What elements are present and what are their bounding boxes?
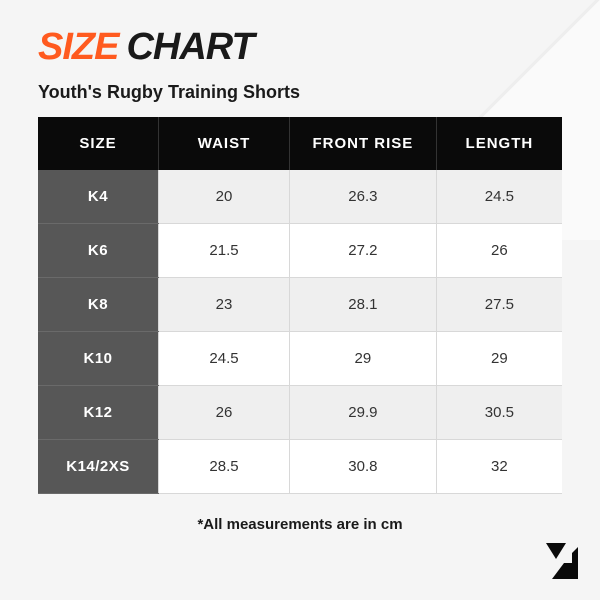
cell-length: 32 [436,440,562,494]
cell-rise: 26.3 [290,170,437,224]
table-row: K10 24.5 29 29 [38,332,562,386]
cell-length: 30.5 [436,386,562,440]
table-row: K6 21.5 27.2 26 [38,224,562,278]
cell-rise: 27.2 [290,224,437,278]
col-header-waist: WAIST [159,117,290,170]
size-chart-container: SIZECHART Youth's Rugby Training Shorts … [0,0,600,533]
cell-size: K6 [38,224,159,278]
cell-length: 29 [436,332,562,386]
table-row: K4 20 26.3 24.5 [38,170,562,224]
title-word-size: SIZE [38,26,118,68]
col-header-length: LENGTH [436,117,562,170]
cell-waist: 28.5 [159,440,290,494]
cell-size: K10 [38,332,159,386]
cell-size: K14/2XS [38,440,159,494]
cell-size: K12 [38,386,159,440]
cell-rise: 29.9 [290,386,437,440]
table-header-row: SIZE WAIST FRONT RISE LENGTH [38,117,562,170]
cell-rise: 30.8 [290,440,437,494]
cell-waist: 23 [159,278,290,332]
cell-rise: 29 [290,332,437,386]
title-word-chart: CHART [126,26,253,68]
col-header-size: SIZE [38,117,159,170]
table-row: K8 23 28.1 27.5 [38,278,562,332]
cell-length: 24.5 [436,170,562,224]
table-row: K12 26 29.9 30.5 [38,386,562,440]
size-table: SIZE WAIST FRONT RISE LENGTH K4 20 26.3 … [38,117,562,494]
product-name: Youth's Rugby Training Shorts [38,82,562,103]
cell-waist: 21.5 [159,224,290,278]
cell-waist: 24.5 [159,332,290,386]
cell-size: K8 [38,278,159,332]
table-row: K14/2XS 28.5 30.8 32 [38,440,562,494]
measurement-note: *All measurements are in cm [38,516,562,533]
col-header-frontrise: FRONT RISE [290,117,437,170]
cell-waist: 20 [159,170,290,224]
cell-rise: 28.1 [290,278,437,332]
cell-size: K4 [38,170,159,224]
cell-length: 27.5 [436,278,562,332]
page-title: SIZECHART [38,28,562,66]
cell-waist: 26 [159,386,290,440]
brand-logo-icon [542,541,582,586]
cell-length: 26 [436,224,562,278]
